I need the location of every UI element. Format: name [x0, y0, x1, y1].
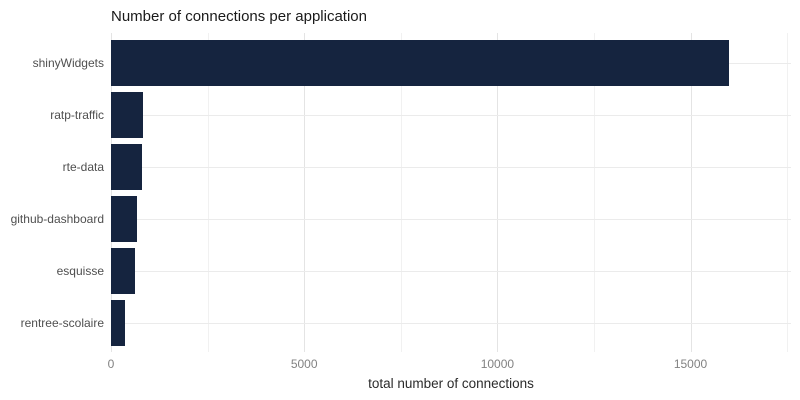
chart-title: Number of connections per application: [111, 8, 367, 25]
gridline-horizontal: [111, 115, 791, 116]
bar-ratp-traffic: [111, 91, 143, 139]
gridline-major-vertical: [111, 33, 112, 352]
gridline-major-vertical: [304, 33, 306, 352]
bar-shinyWidgets: [111, 39, 730, 87]
gridline-minor-vertical: [594, 33, 595, 352]
y-axis-label: github-dashboard: [10, 212, 104, 226]
gridline-horizontal: [111, 323, 791, 324]
gridline-minor-vertical: [207, 33, 209, 352]
bar-esquisse: [111, 247, 136, 295]
y-axis-label: shinyWidgets: [32, 56, 104, 70]
x-tick-label: 15000: [673, 357, 708, 371]
x-axis-title: total number of connections: [368, 376, 534, 391]
plot-area: [111, 33, 791, 352]
gridline-horizontal: [111, 271, 791, 272]
bar-github-dashboard: [111, 195, 137, 243]
gridline-horizontal: [111, 219, 791, 220]
gridline-minor-vertical: [787, 33, 789, 352]
gridline-major-vertical: [690, 33, 692, 352]
bar-rte-data: [111, 143, 142, 191]
y-axis-label: ratp-traffic: [50, 108, 104, 122]
x-tick-label: 0: [107, 357, 115, 371]
y-axis-label: esquisse: [56, 264, 104, 278]
y-axis-label: rentree-scolaire: [20, 316, 104, 330]
bar-rentree-scolaire: [111, 299, 125, 347]
gridline-horizontal: [111, 167, 791, 168]
x-tick-label: 10000: [480, 357, 515, 371]
y-axis-label: rte-data: [62, 160, 104, 174]
x-tick-label: 5000: [290, 357, 318, 371]
gridline-minor-vertical: [400, 33, 402, 352]
gridline-major-vertical: [497, 33, 499, 352]
